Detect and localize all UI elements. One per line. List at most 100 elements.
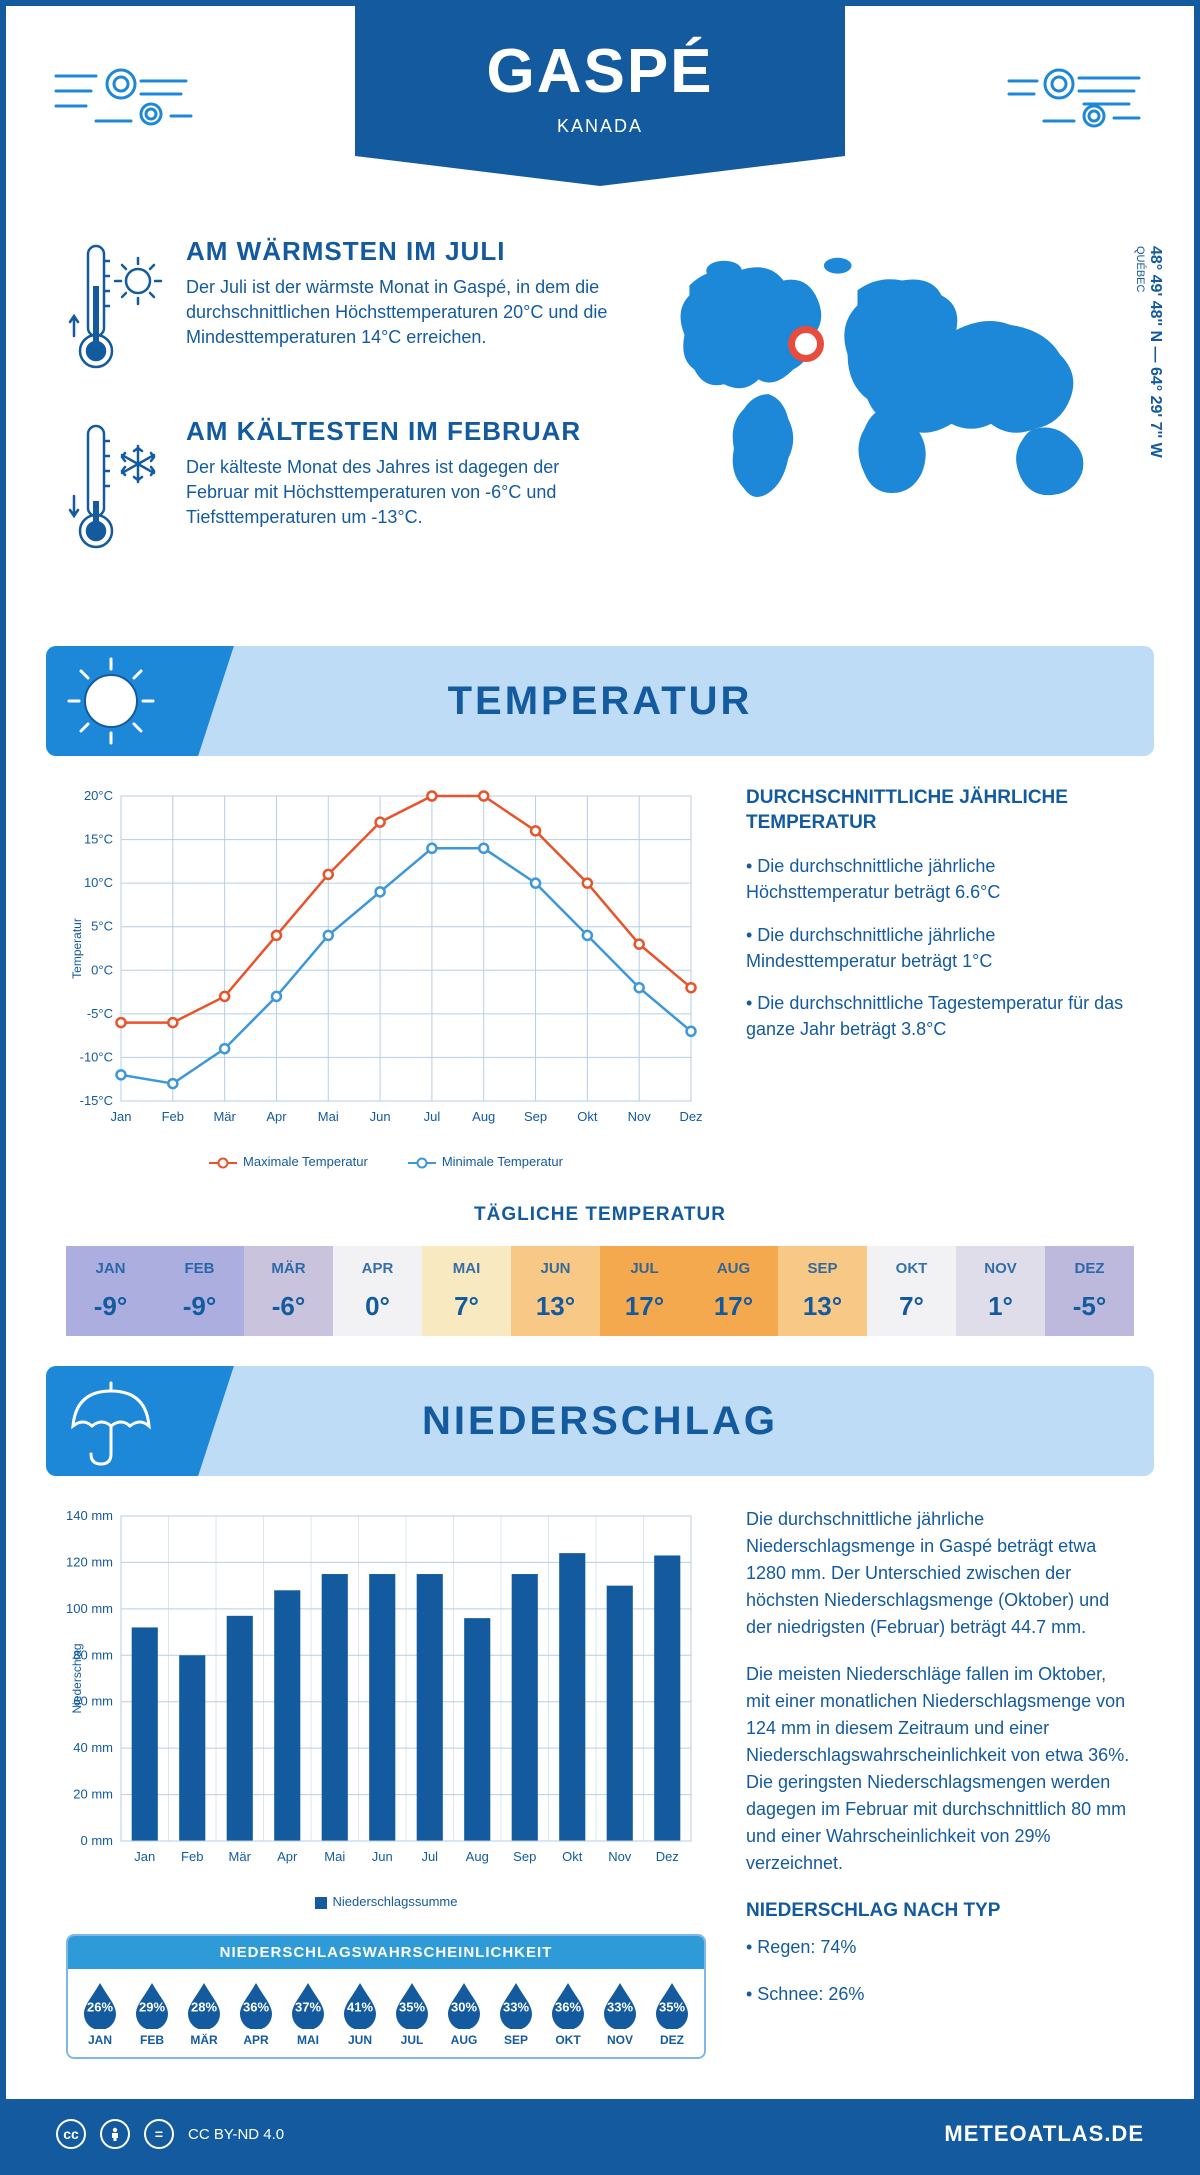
svg-text:0°C: 0°C (91, 962, 113, 977)
daily-temp-title: TÄGLICHE TEMPERATUR (6, 1204, 1194, 1226)
coords-label: 48° 49' 48'' N — 64° 29' 7'' W (1146, 246, 1164, 458)
svg-text:Jun: Jun (370, 1109, 391, 1124)
svg-text:Aug: Aug (466, 1849, 489, 1864)
svg-text:20 mm: 20 mm (73, 1787, 113, 1802)
svg-text:Mär: Mär (213, 1109, 236, 1124)
drop-icon: 35% (392, 1981, 432, 2029)
warmest-text: Der Juli ist der wärmste Monat in Gaspé,… (186, 275, 610, 351)
daily-cell: JAN-9° (66, 1246, 155, 1336)
by-icon (100, 2119, 130, 2149)
prob-cell: 26% JAN (74, 1981, 126, 2047)
temperature-chart: -15°C-10°C-5°C0°C5°C10°C15°C20°CJanFebMä… (66, 786, 706, 1169)
prob-cell: 41% JUN (334, 1981, 386, 2047)
precip-type-heading: NIEDERSCHLAG NACH TYP (746, 1897, 1134, 1926)
temperature-summary: DURCHSCHNITTLICHE JÄHRLICHE TEMPERATUR •… (746, 786, 1134, 1169)
svg-text:Jun: Jun (372, 1849, 393, 1864)
prob-cell: 36% APR (230, 1981, 282, 2047)
location-marker-icon (788, 326, 824, 362)
prob-title: NIEDERSCHLAGSWAHRSCHEINLICHKEIT (68, 1936, 704, 1969)
svg-text:Nov: Nov (608, 1849, 632, 1864)
svg-text:Nov: Nov (628, 1109, 652, 1124)
drop-icon: 30% (444, 1981, 484, 2029)
svg-text:Apr: Apr (277, 1849, 298, 1864)
svg-text:140 mm: 140 mm (66, 1508, 113, 1523)
prob-cell: 35% JUL (386, 1981, 438, 2047)
daily-cell: MÄR-6° (244, 1246, 333, 1336)
svg-text:Feb: Feb (162, 1109, 184, 1124)
svg-text:-15°C: -15°C (80, 1093, 113, 1108)
daily-cell: JUN13° (511, 1246, 600, 1336)
daily-cell: SEP13° (778, 1246, 867, 1336)
drop-icon: 36% (548, 1981, 588, 2029)
svg-text:Temperatur: Temperatur (70, 918, 84, 979)
intro-section: AM WÄRMSTEN IM JULI Der Juli ist der wär… (6, 226, 1194, 636)
cc-icon: cc (56, 2119, 86, 2149)
svg-text:40 mm: 40 mm (73, 1740, 113, 1755)
prob-cell: 28% MÄR (178, 1981, 230, 2047)
drop-icon: 41% (340, 1981, 380, 2029)
page-title: GASPÉ (6, 36, 1194, 107)
prob-cell: 37% MAI (282, 1981, 334, 2047)
section-header-precip: NIEDERSCHLAG (46, 1366, 1154, 1476)
prob-cell: 29% FEB (126, 1981, 178, 2047)
drop-icon: 33% (600, 1981, 640, 2029)
svg-text:Dez: Dez (656, 1849, 679, 1864)
prob-cell: 35% DEZ (646, 1981, 698, 2047)
thermometer-snow-icon (66, 416, 166, 561)
section-header-temperature: TEMPERATUR (46, 646, 1154, 756)
precipitation-chart: 0 mm20 mm40 mm60 mm80 mm100 mm120 mm140 … (66, 1506, 706, 1909)
precip-chart-legend: Niederschlagssumme (66, 1894, 706, 1909)
drop-icon: 36% (236, 1981, 276, 2029)
daily-cell: FEB-9° (155, 1246, 244, 1336)
infographic-page: GASPÉ KANADA (0, 0, 1200, 2175)
sun-icon (46, 646, 186, 756)
umbrella-icon (46, 1366, 186, 1476)
svg-text:Okt: Okt (562, 1849, 583, 1864)
daily-temp-table: JAN-9°FEB-9°MÄR-6°APR0°MAI7°JUN13°JUL17°… (66, 1246, 1134, 1336)
temp-side-heading: DURCHSCHNITTLICHE JÄHRLICHE TEMPERATUR (746, 786, 1134, 835)
svg-text:Mai: Mai (318, 1109, 339, 1124)
prob-cell: 36% OKT (542, 1981, 594, 2047)
svg-text:Mai: Mai (324, 1849, 345, 1864)
precip-probability-box: NIEDERSCHLAGSWAHRSCHEINLICHKEIT 26% JAN … (66, 1934, 706, 2059)
svg-text:120 mm: 120 mm (66, 1554, 113, 1569)
svg-text:Jul: Jul (421, 1849, 438, 1864)
svg-text:Aug: Aug (472, 1109, 495, 1124)
svg-text:Jan: Jan (111, 1109, 132, 1124)
daily-cell: DEZ-5° (1045, 1246, 1134, 1336)
svg-text:Okt: Okt (577, 1109, 598, 1124)
svg-text:Apr: Apr (266, 1109, 287, 1124)
daily-cell: APR0° (333, 1246, 422, 1336)
svg-text:Niederschlag: Niederschlag (70, 1643, 84, 1713)
prob-cell: 33% SEP (490, 1981, 542, 2047)
svg-text:15°C: 15°C (84, 832, 113, 847)
drop-icon: 37% (288, 1981, 328, 2029)
svg-text:20°C: 20°C (84, 788, 113, 803)
drop-icon: 33% (496, 1981, 536, 2029)
world-map: QUÉBEC 48° 49' 48'' N — 64° 29' 7'' W (640, 236, 1134, 596)
svg-text:0 mm: 0 mm (81, 1833, 114, 1848)
daily-cell: NOV1° (956, 1246, 1045, 1336)
temp-chart-legend: Maximale Temperatur Minimale Temperatur (66, 1154, 706, 1169)
svg-text:Feb: Feb (181, 1849, 203, 1864)
coldest-text: Der kälteste Monat des Jahres ist dagege… (186, 455, 610, 531)
svg-text:100 mm: 100 mm (66, 1601, 113, 1616)
svg-text:5°C: 5°C (91, 919, 113, 934)
svg-text:-10°C: -10°C (80, 1049, 113, 1064)
svg-text:Mär: Mär (229, 1849, 252, 1864)
svg-text:Sep: Sep (513, 1849, 536, 1864)
drop-icon: 35% (652, 1981, 692, 2029)
region-label: QUÉBEC (1134, 246, 1146, 292)
prob-cell: 30% AUG (438, 1981, 490, 2047)
warmest-block: AM WÄRMSTEN IM JULI Der Juli ist der wär… (66, 236, 610, 381)
drop-icon: 29% (132, 1981, 172, 2029)
footer: cc = CC BY-ND 4.0 METEOATLAS.DE (6, 2099, 1194, 2169)
daily-cell: MAI7° (422, 1246, 511, 1336)
drop-icon: 26% (80, 1981, 120, 2029)
svg-text:Dez: Dez (679, 1109, 702, 1124)
svg-text:Jan: Jan (134, 1849, 155, 1864)
prob-cell: 33% NOV (594, 1981, 646, 2047)
warmest-heading: AM WÄRMSTEN IM JULI (186, 236, 610, 267)
site-name: METEOATLAS.DE (944, 2121, 1144, 2147)
daily-cell: AUG17° (689, 1246, 778, 1336)
